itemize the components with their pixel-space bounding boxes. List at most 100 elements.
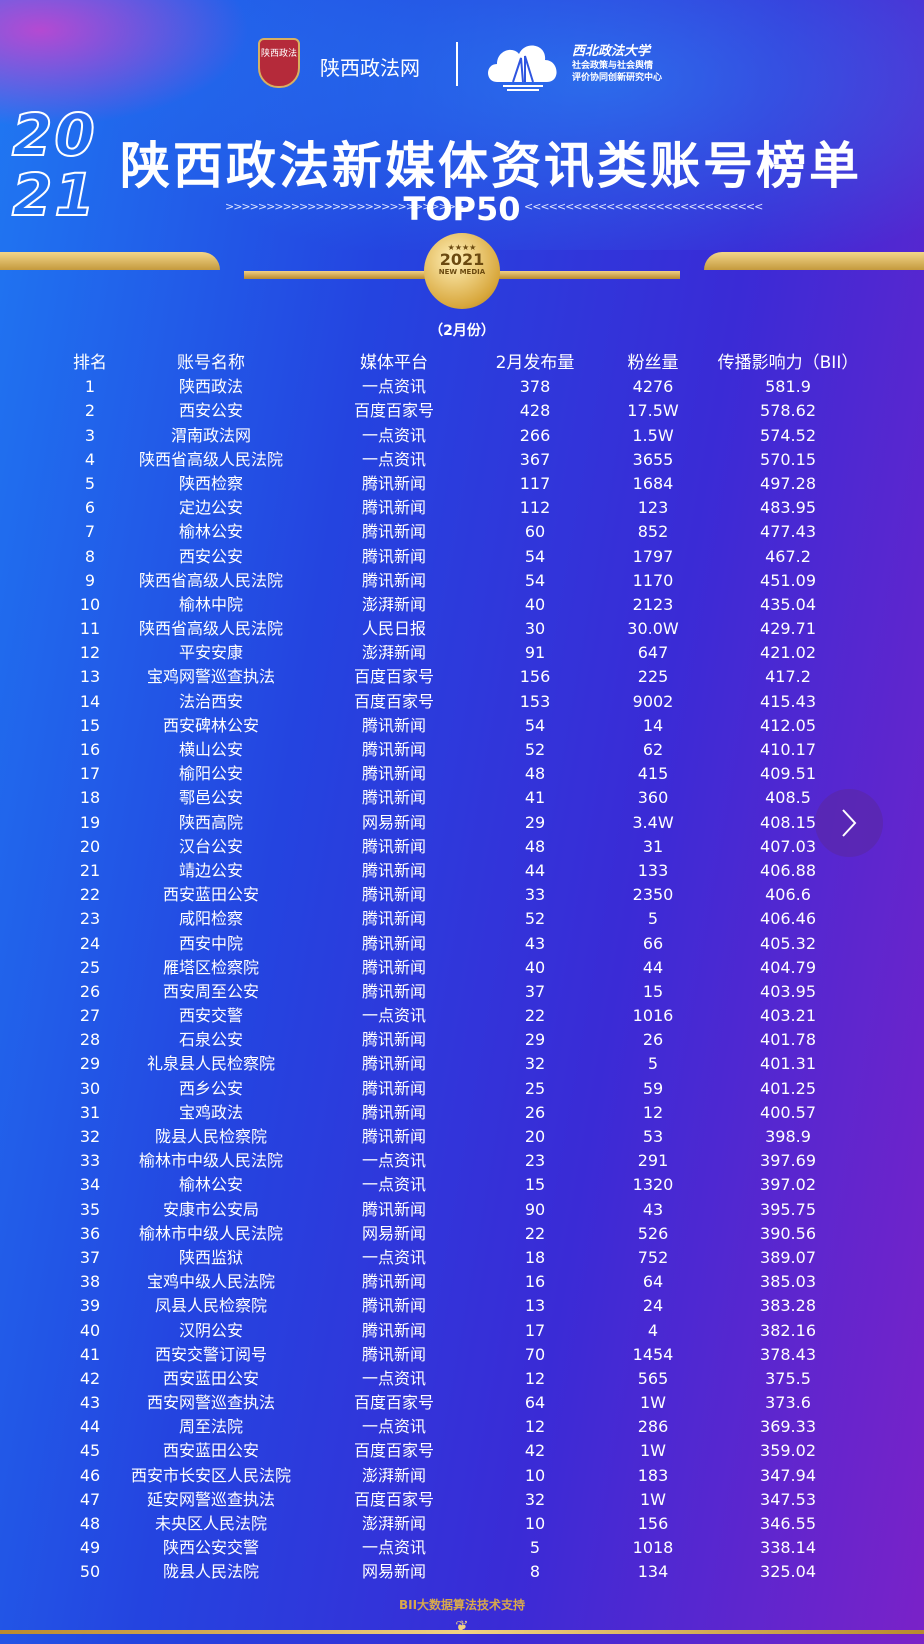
cell-bii: 415.43: [760, 691, 816, 711]
cell-bii: 451.09: [760, 570, 816, 590]
cell-rank: 36: [79, 1223, 101, 1243]
cell-account-name: 靖边公安: [178, 860, 244, 880]
cell-bii: 570.15: [760, 449, 816, 469]
cell-posts: 54: [524, 715, 546, 735]
table-row: 18 鄠邑公安 腾讯新闻 41 360 408.5: [0, 786, 924, 810]
next-button[interactable]: [815, 789, 883, 857]
cell-platform: 一点资讯: [361, 1175, 427, 1195]
cell-fans: 156: [637, 1514, 669, 1533]
table-row: 45 西安蓝田公安 百度百家号 42 1W 359.02: [0, 1439, 924, 1463]
cell-rank: 26: [79, 981, 101, 1001]
cell-fans: 66: [642, 933, 664, 953]
cell-fans: 1454: [632, 1344, 674, 1364]
cell-posts: 29: [524, 1030, 546, 1050]
table-row: 26 西安周至公安 腾讯新闻 37 15 403.95: [0, 980, 924, 1004]
table-row: 31 宝鸡政法 腾讯新闻 26 12 400.57: [0, 1101, 924, 1125]
cell-fans: 12: [642, 1102, 664, 1122]
cell-platform: 腾讯新闻: [361, 1272, 427, 1292]
cell-bii: 395.75: [760, 1199, 816, 1219]
cell-fans: 26: [642, 1030, 664, 1050]
table-row: 47 延安网警巡查执法 百度百家号 32 1W 347.53: [0, 1488, 924, 1512]
cell-rank: 18: [79, 788, 101, 808]
cell-bii: 373.6: [765, 1393, 811, 1413]
cell-platform: 腾讯新闻: [361, 498, 427, 518]
university-name: 西北政法大学 社会政策与社会舆情 评价协同创新研究中心: [572, 44, 663, 83]
cell-rank: 42: [79, 1368, 101, 1388]
cell-platform: 澎湃新闻: [361, 1465, 427, 1485]
cell-rank: 11: [79, 619, 101, 639]
cell-rank: 44: [79, 1417, 101, 1437]
cell-posts: 378: [519, 377, 551, 397]
cell-platform: 腾讯新闻: [361, 933, 427, 953]
cell-account-name: 西安交警订阅号: [154, 1344, 268, 1364]
cell-account-name: 陕西高院: [178, 812, 244, 832]
cell-rank: 31: [79, 1102, 101, 1122]
table-row: 4 陕西省高级人民法院 一点资讯 367 3655 570.15: [0, 448, 924, 472]
cell-bii: 405.32: [760, 933, 816, 953]
subtitle: TOP50: [403, 190, 521, 228]
cell-bii: 497.28: [760, 473, 816, 493]
cell-account-name: 西安碑林公安: [162, 715, 260, 735]
cell-posts: 18: [524, 1247, 546, 1267]
cell-fans: 53: [642, 1127, 664, 1146]
cell-rank: 15: [79, 715, 101, 735]
table-row: 30 西乡公安 腾讯新闻 25 59 401.25: [0, 1077, 924, 1101]
table-row: 3 渭南政法网 一点资讯 266 1.5W 574.52: [0, 424, 924, 448]
site-logo: 陕西政法: [258, 38, 300, 88]
cell-platform: 腾讯新闻: [361, 860, 427, 880]
cell-account-name: 礼泉县人民检察院: [146, 1054, 276, 1074]
cell-bii: 406.6: [765, 885, 811, 905]
cell-bii: 390.56: [760, 1223, 816, 1243]
table-row: 42 西安蓝田公安 一点资讯 12 565 375.5: [0, 1367, 924, 1391]
cell-platform: 腾讯新闻: [361, 885, 427, 905]
cell-rank: 34: [79, 1175, 101, 1195]
cell-platform: 网易新闻: [361, 1562, 427, 1582]
cell-fans: 1170: [632, 570, 674, 590]
cell-account-name: 咸阳检察: [178, 909, 244, 929]
cell-fans: 1.5W: [632, 425, 674, 445]
table-row: 1 陕西政法 一点资讯 378 4276 581.9: [0, 375, 924, 399]
cell-bii: 369.33: [760, 1417, 816, 1437]
table-row: 20 汉台公安 腾讯新闻 48 31 407.03: [0, 835, 924, 859]
footer-gold-line: [0, 1630, 924, 1634]
cell-account-name: 西乡公安: [178, 1078, 244, 1098]
table-row: 17 榆阳公安 腾讯新闻 48 415 409.51: [0, 762, 924, 786]
ranking-table: 排名 账号名称 媒体平台 2月发布量 粉丝量 传播影响力（BII） 1 陕西政法一…: [0, 351, 924, 1585]
cell-rank: 28: [79, 1030, 101, 1050]
cell-account-name: 陕西省高级人民法院: [138, 570, 284, 590]
table-row: 8 西安公安 腾讯新闻 54 1797 467.2: [0, 545, 924, 569]
cell-account-name: 西安公安: [178, 546, 244, 566]
cell-fans: 64: [642, 1272, 664, 1292]
cell-posts: 25: [524, 1078, 546, 1098]
cell-posts: 91: [524, 643, 546, 663]
cell-platform: 澎湃新闻: [361, 1514, 427, 1533]
cell-account-name: 榆林中院: [178, 594, 244, 614]
cell-bii: 401.31: [760, 1054, 816, 1074]
cell-bii: 347.53: [760, 1489, 816, 1509]
table-row: 10 榆林中院 澎湃新闻 40 2123 435.04: [0, 593, 924, 617]
cell-account-name: 西安公安: [178, 401, 244, 421]
cell-platform: 腾讯新闻: [361, 1320, 427, 1340]
table-row: 11 陕西省高级人民法院 人民日报 30 30.0W 429.71: [0, 617, 924, 641]
cell-fans: 360: [637, 788, 669, 808]
cell-bii: 359.02: [760, 1441, 816, 1461]
table-row: 43 西安网警巡查执法 百度百家号 64 1W 373.6: [0, 1391, 924, 1415]
cell-platform: 一点资讯: [361, 425, 427, 445]
cell-fans: 415: [637, 764, 669, 784]
table-row: 2 西安公安 百度百家号 428 17.5W 578.62: [0, 399, 924, 423]
cell-platform: 腾讯新闻: [361, 1102, 427, 1122]
cell-account-name: 雁塔区检察院: [162, 957, 260, 977]
cell-platform: 一点资讯: [361, 1151, 427, 1171]
cell-account-name: 西安蓝田公安: [162, 1368, 260, 1388]
cell-rank: 30: [79, 1078, 101, 1098]
cell-fans: 1W: [640, 1393, 666, 1413]
cell-platform: 腾讯新闻: [361, 909, 427, 929]
cell-fans: 1684: [632, 473, 674, 493]
ornament-icon: ❦: [455, 1617, 469, 1636]
cell-account-name: 安康市公安局: [162, 1199, 260, 1219]
cell-account-name: 榆林市中级人民法院: [138, 1223, 284, 1243]
cell-platform: 澎湃新闻: [361, 594, 427, 614]
cell-bii: 389.07: [760, 1247, 816, 1267]
table-row: 35 安康市公安局 腾讯新闻 90 43 395.75: [0, 1198, 924, 1222]
cell-rank: 47: [79, 1489, 101, 1509]
